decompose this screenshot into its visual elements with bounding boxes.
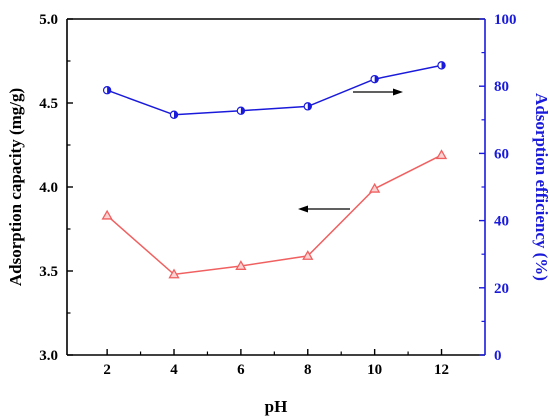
x-tick-label: 8 <box>304 362 312 378</box>
triangle-data-point <box>302 250 314 260</box>
right-y-tick-label: 80 <box>494 79 509 95</box>
triangle-data-point <box>369 182 381 193</box>
triangle-data-point <box>435 149 448 160</box>
right-y-tick-label: 0 <box>494 348 502 364</box>
x-axis-title: pH <box>265 397 288 416</box>
left-y-tick-label: 4.5 <box>39 96 58 112</box>
x-tick-label: 2 <box>103 362 111 378</box>
circle-marker-fill <box>374 75 379 83</box>
x-tick-label: 4 <box>170 362 178 378</box>
circle-marker-fill <box>240 107 245 115</box>
left-series-line <box>106 154 442 276</box>
right-y-tick-label: 60 <box>494 146 509 162</box>
left-y-tick-label: 5.0 <box>39 12 58 28</box>
triangle-data-point <box>235 260 247 270</box>
left-y-tick-label: 3.5 <box>39 264 58 280</box>
circle-marker-fill <box>441 61 446 69</box>
left-y-tick-label: 3.0 <box>39 348 58 364</box>
right-pointing-arrow <box>353 88 403 96</box>
left-pointing-arrow <box>298 205 350 213</box>
right-series-line <box>106 64 442 116</box>
arrow-head <box>298 205 308 213</box>
circle-data-point <box>303 102 312 111</box>
circle-marker-fill <box>307 102 312 110</box>
circle-marker-fill <box>107 86 111 94</box>
circle-data-point <box>169 110 179 119</box>
right-y-axis-title: Adsorption efficiency (%) <box>532 93 550 281</box>
circle-data-point <box>102 86 112 95</box>
left-y-axis-title: Adsorption capacity (mg/g) <box>6 88 25 286</box>
circle-data-point <box>236 106 246 115</box>
left-y-tick-label: 4.0 <box>39 180 58 196</box>
circle-data-point <box>370 74 379 84</box>
right-y-tick-label: 100 <box>494 12 517 28</box>
right-y-tick-label: 40 <box>494 214 509 230</box>
x-tick-label: 6 <box>237 362 245 378</box>
triangle-data-point <box>101 209 113 220</box>
x-tick-label: 12 <box>434 362 449 378</box>
x-tick-label: 10 <box>367 362 382 378</box>
triangle-data-point <box>168 268 180 279</box>
arrow-head <box>393 88 403 96</box>
circle-marker-fill <box>174 111 178 119</box>
circle-data-point <box>437 61 446 70</box>
right-y-tick-label: 20 <box>494 281 509 297</box>
